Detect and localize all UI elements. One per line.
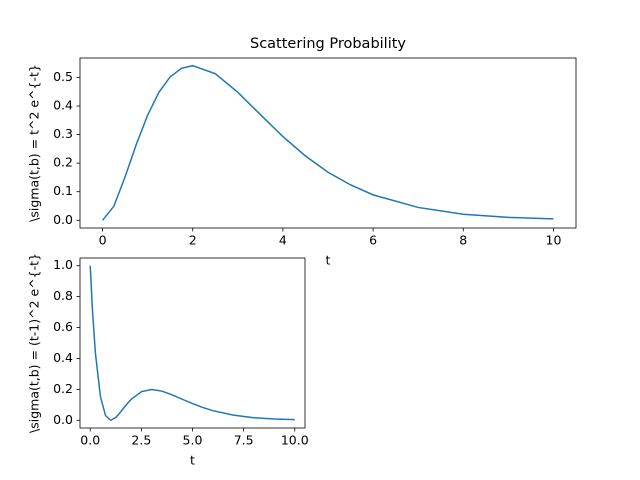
x-tick-label: 6 (369, 233, 377, 248)
y-tick-label: 0.6 (53, 319, 73, 334)
data-line (89, 265, 295, 422)
x-tick-label: 0.0 (80, 433, 100, 448)
axes-frame (79, 257, 306, 429)
data-line (101, 64, 554, 221)
y-tick-label: 0.2 (53, 155, 73, 170)
y-tick-label: 0.8 (53, 288, 73, 303)
y-tick-label: 0.5 (53, 69, 73, 84)
x-tick-label: 0 (99, 233, 107, 248)
y-tick-label: 0.0 (53, 212, 73, 227)
x-tick-label: 2 (189, 233, 197, 248)
y-tick-label: 0.3 (53, 126, 73, 141)
y-tick-label: 0.1 (53, 183, 73, 198)
x-axis-label: t (190, 453, 195, 468)
y-tick-label: 0.0 (53, 412, 73, 427)
x-tick-label: 5.0 (183, 433, 203, 448)
x-axis-label: t (326, 253, 331, 268)
y-tick-label: 0.4 (53, 350, 73, 365)
y-tick-label: 1.0 (53, 257, 73, 272)
y-axis-label: \sigma(t,b) = (t-1)^2 e^{-t} (27, 253, 42, 433)
x-tick-label: 4 (279, 233, 287, 248)
chart-title: Scattering Probability (250, 36, 406, 52)
y-axis-label: \sigma(t,b) = t^2 e^{-t} (27, 64, 42, 222)
y-tick-label: 0.2 (53, 381, 73, 396)
x-tick-label: 2.5 (131, 433, 151, 448)
x-tick-label: 8 (459, 233, 467, 248)
x-tick-label: 10.0 (281, 433, 309, 448)
y-tick-label: 0.4 (53, 98, 73, 113)
axes-frame (79, 57, 577, 229)
x-tick-label: 10 (546, 233, 562, 248)
x-tick-label: 7.5 (234, 433, 254, 448)
